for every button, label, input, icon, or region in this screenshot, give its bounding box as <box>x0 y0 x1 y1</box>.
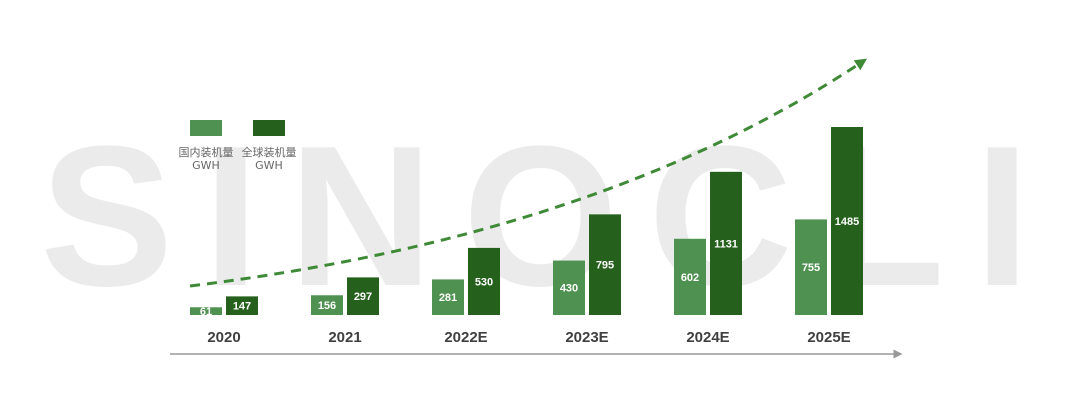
legend-unit: GWH <box>255 159 283 172</box>
legend-label: 全球装机量 <box>242 145 297 159</box>
x-tick-label: 2023E <box>565 329 608 346</box>
value-label: 297 <box>354 291 372 303</box>
bar <box>553 260 585 315</box>
watermark: SINOCLI <box>40 105 1030 328</box>
bar <box>831 127 863 315</box>
bar <box>347 277 379 315</box>
legend-swatch <box>190 120 222 136</box>
bar <box>226 296 258 315</box>
value-label: 602 <box>681 272 699 284</box>
legend-swatch <box>253 120 285 136</box>
x-tick-label: 2025E <box>807 329 850 346</box>
bar <box>468 247 500 315</box>
trend-arrow <box>189 58 867 288</box>
value-label: 1131 <box>714 238 738 250</box>
value-label: 147 <box>233 301 251 313</box>
bar <box>432 279 464 315</box>
bar <box>311 295 343 315</box>
legend-unit: GWH <box>192 159 220 172</box>
legend-label: 国内装机量 <box>179 145 234 159</box>
bar <box>589 214 621 315</box>
value-label: 530 <box>475 276 493 288</box>
x-tick-label: 2021 <box>328 329 361 346</box>
bar <box>190 307 222 315</box>
value-label: 795 <box>596 260 614 272</box>
bar <box>795 219 827 315</box>
value-label: 755 <box>802 262 820 274</box>
bar <box>710 171 742 315</box>
value-label: 1485 <box>835 216 859 228</box>
value-label: 430 <box>560 283 578 295</box>
value-label: 61 <box>200 306 212 318</box>
value-label: 156 <box>318 300 336 312</box>
bar <box>674 238 706 315</box>
x-tick-label: 2024E <box>686 329 729 346</box>
x-tick-label: 2020 <box>207 329 240 346</box>
x-tick-label: 2022E <box>444 329 487 346</box>
value-label: 281 <box>439 292 457 304</box>
